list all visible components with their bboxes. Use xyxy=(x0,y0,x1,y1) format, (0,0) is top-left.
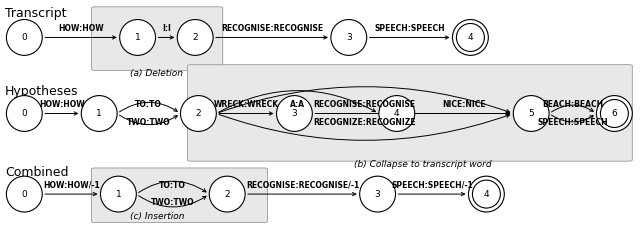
Ellipse shape xyxy=(120,20,156,55)
Text: 4: 4 xyxy=(484,190,489,199)
Ellipse shape xyxy=(468,176,504,212)
Ellipse shape xyxy=(100,176,136,212)
Ellipse shape xyxy=(209,176,245,212)
Text: Hypotheses: Hypotheses xyxy=(5,85,79,98)
Text: I:I: I:I xyxy=(162,24,171,33)
Text: NICE:NICE: NICE:NICE xyxy=(442,100,486,109)
Text: 2: 2 xyxy=(196,109,201,118)
Ellipse shape xyxy=(513,96,549,131)
Text: HOW:HOW/-1: HOW:HOW/-1 xyxy=(43,181,100,190)
Text: 0: 0 xyxy=(22,109,27,118)
Text: 1: 1 xyxy=(116,190,121,199)
Text: HOW:HOW: HOW:HOW xyxy=(58,24,104,33)
Text: Transcript: Transcript xyxy=(5,7,67,20)
Text: HOW:HOW: HOW:HOW xyxy=(39,100,84,109)
Ellipse shape xyxy=(81,96,117,131)
Text: 6: 6 xyxy=(612,109,617,118)
Ellipse shape xyxy=(180,96,216,131)
Ellipse shape xyxy=(360,176,396,212)
Ellipse shape xyxy=(452,20,488,55)
Ellipse shape xyxy=(596,96,632,131)
Text: RECOGNISE:RECOGNISE: RECOGNISE:RECOGNISE xyxy=(314,100,416,109)
Text: TO:TO: TO:TO xyxy=(136,100,162,109)
Text: TWO:TWO: TWO:TWO xyxy=(151,198,195,207)
FancyBboxPatch shape xyxy=(92,7,223,70)
Text: 2: 2 xyxy=(193,33,198,42)
Text: WRECK:WRECK: WRECK:WRECK xyxy=(214,100,279,109)
Ellipse shape xyxy=(6,20,42,55)
Text: 0: 0 xyxy=(22,33,27,42)
Ellipse shape xyxy=(379,96,415,131)
Text: (b) Collapse to transcript word: (b) Collapse to transcript word xyxy=(353,160,492,169)
Text: 4: 4 xyxy=(468,33,473,42)
Text: 3: 3 xyxy=(292,109,297,118)
Text: SPEECH:SPEECH: SPEECH:SPEECH xyxy=(538,118,608,127)
Ellipse shape xyxy=(6,96,42,131)
Text: TWO:TWO: TWO:TWO xyxy=(127,118,171,127)
Ellipse shape xyxy=(6,176,42,212)
Text: RECOGNISE:RECOGNISE/-1: RECOGNISE:RECOGNISE/-1 xyxy=(246,181,359,190)
Text: 3: 3 xyxy=(375,190,380,199)
Ellipse shape xyxy=(177,20,213,55)
Text: 1: 1 xyxy=(135,33,140,42)
Text: (c) Insertion: (c) Insertion xyxy=(129,212,184,221)
Text: (a) Deletion: (a) Deletion xyxy=(131,69,183,78)
Ellipse shape xyxy=(276,96,312,131)
Text: SPEECH:SPEECH/-1: SPEECH:SPEECH/-1 xyxy=(391,181,473,190)
Text: RECOGNISE:RECOGNISE: RECOGNISE:RECOGNISE xyxy=(221,24,323,33)
Text: A:A: A:A xyxy=(290,100,305,109)
Ellipse shape xyxy=(331,20,367,55)
FancyBboxPatch shape xyxy=(188,65,632,161)
Text: 3: 3 xyxy=(346,33,351,42)
Text: 5: 5 xyxy=(529,109,534,118)
Text: Combined: Combined xyxy=(5,166,68,179)
Text: 1: 1 xyxy=(97,109,102,118)
Text: RECOGNIZE:RECOGNIZE: RECOGNIZE:RECOGNIZE xyxy=(314,118,416,127)
FancyBboxPatch shape xyxy=(92,168,268,222)
Text: 2: 2 xyxy=(225,190,230,199)
Text: 4: 4 xyxy=(394,109,399,118)
Text: TO:TO: TO:TO xyxy=(159,181,186,190)
Text: SPEECH:SPEECH: SPEECH:SPEECH xyxy=(374,24,445,33)
Text: BEACH:BEACH: BEACH:BEACH xyxy=(542,100,604,109)
Text: 0: 0 xyxy=(22,190,27,199)
